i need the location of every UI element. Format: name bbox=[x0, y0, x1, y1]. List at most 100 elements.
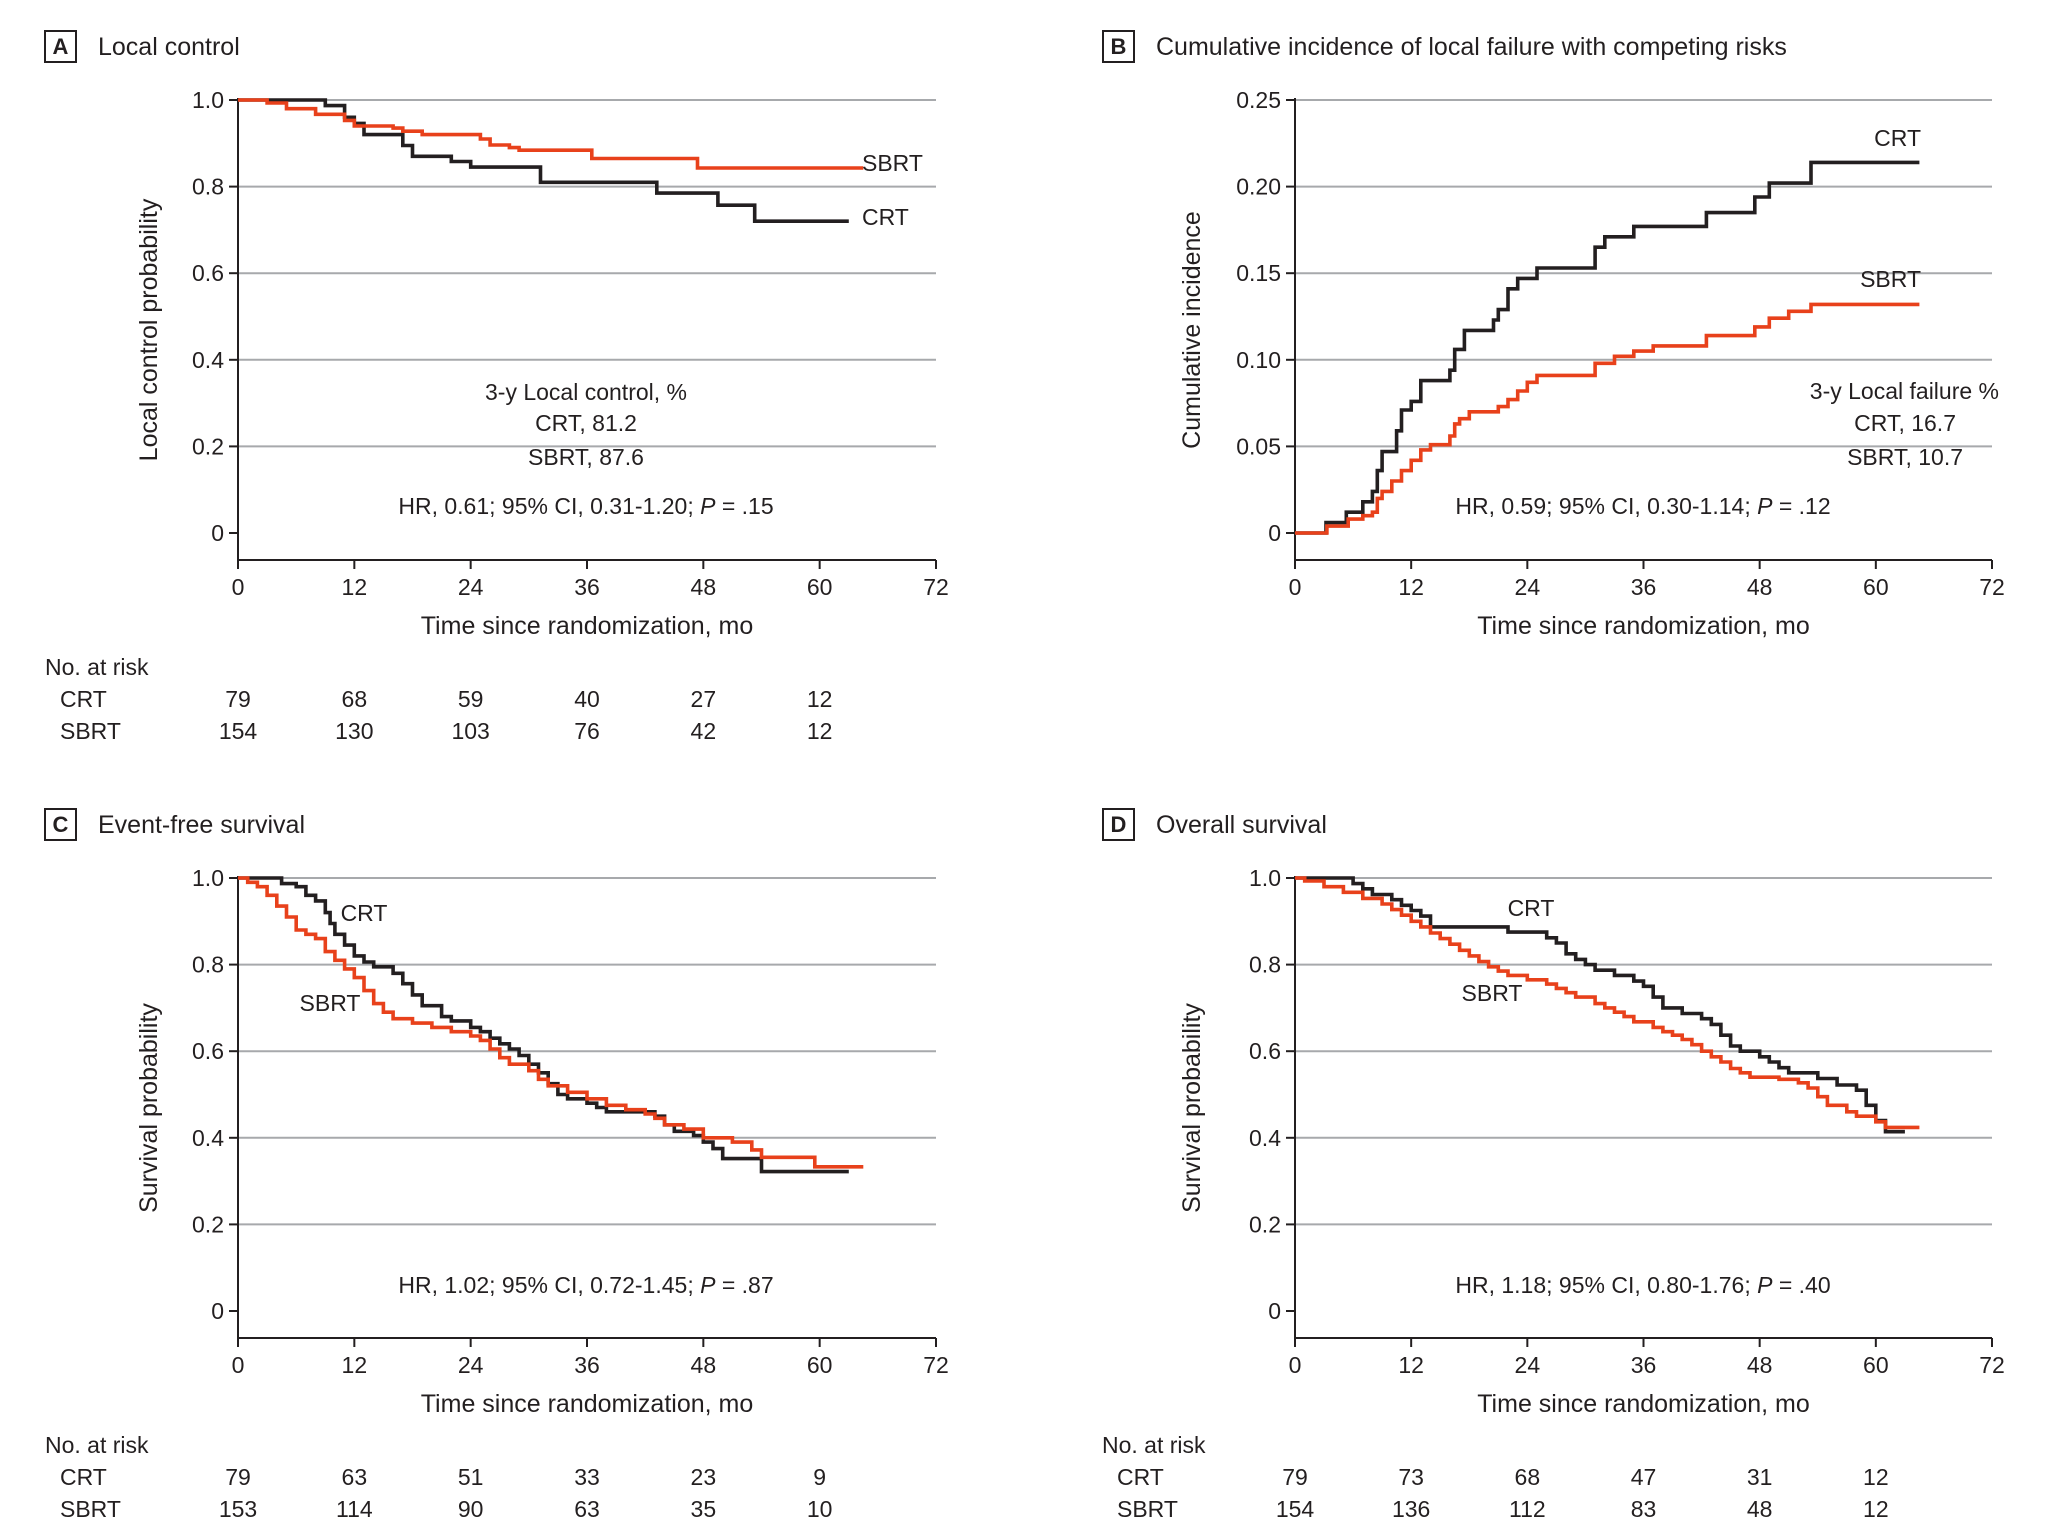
y-tick-label: 0 bbox=[1268, 1298, 1281, 1324]
curve-sbrt bbox=[238, 98, 864, 170]
x-tick-label: 0 bbox=[232, 1352, 245, 1378]
x-tick-label: 24 bbox=[458, 574, 484, 600]
x-tick-label: 24 bbox=[1515, 574, 1541, 600]
x-tick-label: 0 bbox=[232, 574, 245, 600]
series-label-sbrt: SBRT bbox=[862, 150, 923, 176]
y-tick-label: 1.0 bbox=[1249, 865, 1281, 891]
panel-letter-box bbox=[1102, 808, 1135, 841]
y-tick-label: 0.4 bbox=[192, 1125, 224, 1151]
hr-text: HR, 0.59; 95% CI, 0.30-1.14; bbox=[1455, 493, 1757, 519]
annotation-line: CRT, 16.7 bbox=[1854, 410, 1956, 436]
x-axis-label: Time since randomization, mo bbox=[421, 612, 754, 640]
y-tick-label: 0 bbox=[211, 520, 224, 546]
x-tick-label: 12 bbox=[342, 574, 368, 600]
at-risk-value: 51 bbox=[458, 1464, 484, 1490]
y-tick-label: 0.4 bbox=[192, 347, 224, 373]
at-risk-value: 40 bbox=[574, 686, 600, 712]
hr-annotation: HR, 0.61; 95% CI, 0.31-1.20; P = .15 bbox=[398, 493, 773, 519]
panel-title: Event-free survival bbox=[98, 811, 305, 839]
at-risk-header: No. at risk bbox=[45, 1432, 149, 1458]
x-tick-label: 36 bbox=[574, 1352, 600, 1378]
x-tick-label: 36 bbox=[574, 574, 600, 600]
panel-title: Local control bbox=[98, 33, 240, 61]
x-axis-label: Time since randomization, mo bbox=[1477, 612, 1810, 640]
at-risk-value: 103 bbox=[451, 718, 489, 744]
panel-letter: A bbox=[53, 34, 69, 59]
at-risk-value: 63 bbox=[342, 1464, 368, 1490]
at-risk-value: 9 bbox=[813, 1464, 826, 1490]
x-tick-label: 48 bbox=[691, 574, 717, 600]
panel-b: B Cumulative incidence of local failure w… bbox=[1102, 30, 2005, 640]
at-risk-value: 79 bbox=[225, 686, 251, 712]
curve-crt bbox=[1295, 876, 1905, 1134]
hr-annotation: HR, 1.02; 95% CI, 0.72-1.45; P = .87 bbox=[398, 1272, 773, 1298]
at-risk-value: 130 bbox=[335, 718, 373, 744]
x-tick-label: 48 bbox=[1747, 574, 1773, 600]
annotation-line: 3-y Local failure % bbox=[1810, 378, 1999, 404]
series-label-crt: CRT bbox=[1874, 125, 1921, 151]
x-axis-label: Time since randomization, mo bbox=[1477, 1390, 1810, 1418]
p-label: P bbox=[1757, 1272, 1773, 1298]
y-axis-label: Survival probability bbox=[1178, 1003, 1206, 1213]
curve-crt bbox=[238, 98, 849, 223]
at-risk-value: 10 bbox=[807, 1496, 833, 1522]
p-value: = .12 bbox=[1772, 493, 1830, 519]
y-axis-label: Survival probability bbox=[135, 1003, 163, 1213]
annotation-line: SBRT, 87.6 bbox=[528, 444, 644, 470]
y-tick-label: 0.8 bbox=[192, 174, 224, 200]
at-risk-value: 12 bbox=[807, 686, 833, 712]
y-tick-label: 0.2 bbox=[192, 1211, 224, 1237]
at-risk-value: 79 bbox=[1282, 1464, 1308, 1490]
x-tick-label: 72 bbox=[1979, 574, 2005, 600]
at-risk-value: 112 bbox=[1509, 1496, 1546, 1522]
y-tick-label: 0.4 bbox=[1249, 1125, 1281, 1151]
y-axis-label: Local control probability bbox=[135, 198, 163, 461]
at-risk-value: 68 bbox=[342, 686, 368, 712]
at-risk-value: 83 bbox=[1631, 1496, 1657, 1522]
panel-letter-box bbox=[1102, 30, 1135, 63]
at-risk-value: 114 bbox=[336, 1496, 373, 1522]
y-tick-label: 0.2 bbox=[192, 433, 224, 459]
series-label-sbrt: SBRT bbox=[1860, 266, 1921, 292]
at-risk-value: 27 bbox=[691, 686, 717, 712]
y-tick-label: 0.20 bbox=[1236, 174, 1281, 200]
curve-crt bbox=[1295, 160, 1920, 535]
annotation-line: SBRT, 10.7 bbox=[1847, 444, 1963, 470]
at-risk-value: 154 bbox=[219, 718, 258, 744]
series-label-crt: CRT bbox=[862, 204, 909, 230]
at-risk-group: CRT bbox=[60, 686, 107, 712]
y-tick-label: 0 bbox=[1268, 520, 1281, 546]
at-risk-value: 153 bbox=[219, 1496, 257, 1522]
y-tick-label: 0.6 bbox=[192, 1038, 224, 1064]
at-risk-value: 23 bbox=[691, 1464, 717, 1490]
x-axis-label: Time since randomization, mo bbox=[421, 1390, 754, 1418]
hr-annotation: HR, 1.18; 95% CI, 0.80-1.76; P = .40 bbox=[1455, 1272, 1830, 1298]
at-risk-value: 31 bbox=[1747, 1464, 1773, 1490]
p-label: P bbox=[700, 493, 716, 519]
at-risk-value: 79 bbox=[225, 1464, 251, 1490]
curve-sbrt bbox=[1295, 876, 1920, 1130]
y-tick-label: 0 bbox=[211, 1298, 224, 1324]
at-risk-value: 63 bbox=[574, 1496, 600, 1522]
panel-letter: D bbox=[1111, 812, 1127, 837]
at-risk-group: SBRT bbox=[1117, 1496, 1178, 1522]
y-tick-label: 0.15 bbox=[1236, 260, 1281, 286]
at-risk-value: 154 bbox=[1276, 1496, 1315, 1522]
x-tick-label: 12 bbox=[1398, 1352, 1424, 1378]
panel-letter-box bbox=[44, 30, 77, 63]
at-risk-header: No. at risk bbox=[45, 654, 149, 680]
x-tick-label: 48 bbox=[691, 1352, 717, 1378]
hr-text: HR, 1.02; 95% CI, 0.72-1.45; bbox=[398, 1272, 700, 1298]
curve-sbrt bbox=[1295, 302, 1920, 535]
x-tick-label: 72 bbox=[1979, 1352, 2005, 1378]
x-tick-label: 72 bbox=[923, 574, 949, 600]
at-risk-value: 35 bbox=[691, 1496, 717, 1522]
at-risk-value: 12 bbox=[1863, 1496, 1889, 1522]
annotation-line: CRT, 81.2 bbox=[535, 410, 637, 436]
y-tick-label: 0.8 bbox=[192, 952, 224, 978]
series-label-sbrt: SBRT bbox=[300, 990, 361, 1016]
curve-sbrt bbox=[238, 876, 864, 1169]
at-risk-value: 48 bbox=[1747, 1496, 1773, 1522]
panel-d: D Overall survival 0 0.2 0.4 0.6 0.8 1.0 0 12 24 36… bbox=[1102, 808, 2005, 1522]
